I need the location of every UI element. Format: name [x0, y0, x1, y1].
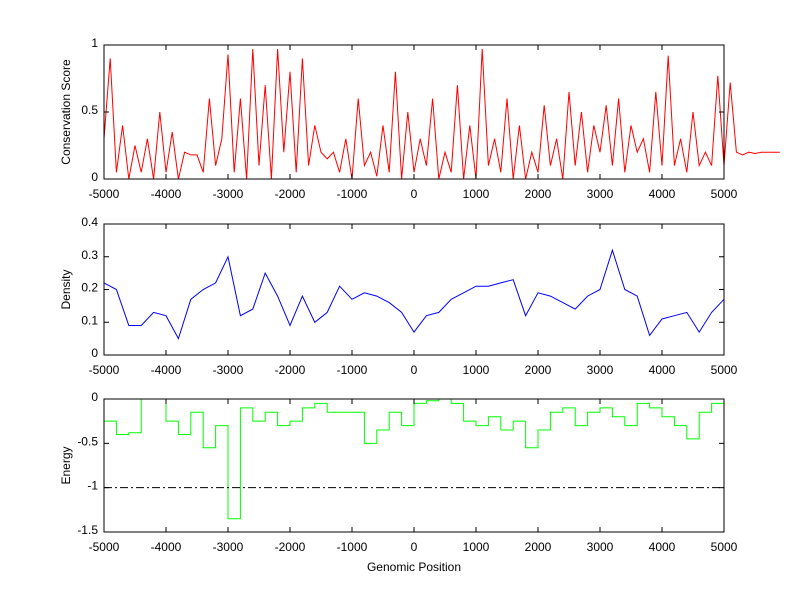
x-tick-label: -5000 [89, 540, 120, 554]
x-tick-label: 5000 [711, 540, 738, 554]
x-tick-label: -3000 [213, 363, 244, 377]
x-tick-label: -5000 [89, 363, 120, 377]
y-axis-label: Density [59, 269, 73, 309]
subplot-1: -5000 -4000 -3000 -2000 -1000 0 1000 2000 3000 40… [59, 36, 780, 201]
x-tick-label: 1000 [463, 187, 490, 201]
x-tick-label: -1000 [337, 540, 368, 554]
x-axis-label: Genomic Position [367, 560, 461, 574]
y-tick-label: 0.1 [81, 313, 98, 327]
x-tick-label: 4000 [649, 363, 676, 377]
y-tick-label: 0.2 [81, 281, 98, 295]
x-tick-label: -2000 [275, 187, 306, 201]
y-tick-label: 0 [91, 346, 98, 360]
x-tick-label: 3000 [587, 363, 614, 377]
x-tick-label: 2000 [525, 187, 552, 201]
x-tick-label: 4000 [649, 540, 676, 554]
x-tick-label: 5000 [711, 363, 738, 377]
x-tick-label: -4000 [151, 187, 182, 201]
subplot-2: -5000 -4000 -3000 -2000 -1000 0 1000 2000 3000 40… [59, 215, 738, 377]
x-tick-label: -1000 [337, 363, 368, 377]
x-tick-label: -4000 [151, 363, 182, 377]
x-tick-label: 2000 [525, 540, 552, 554]
x-tick-label: 3000 [587, 540, 614, 554]
x-tick-label: 0 [411, 540, 418, 554]
y-tick-label: -1 [87, 479, 98, 493]
x-tick-label: 0 [411, 363, 418, 377]
y-tick-label: 0.4 [81, 215, 98, 229]
y-tick-label: -1.5 [77, 523, 98, 537]
x-tick-label: 1000 [463, 363, 490, 377]
x-tick-label: -2000 [275, 540, 306, 554]
series-line [103, 48, 780, 180]
x-tick-label: 3000 [587, 187, 614, 201]
series-line [104, 398, 725, 520]
x-tick-label: -1000 [337, 187, 368, 201]
y-tick-label: 0 [91, 390, 98, 404]
x-tick-label: -3000 [213, 187, 244, 201]
y-tick-label: 0.3 [81, 248, 98, 262]
y-axis-label: Conservation Score [59, 59, 73, 165]
x-tick-label: -3000 [213, 540, 244, 554]
x-tick-label: -5000 [89, 187, 120, 201]
y-tick-label: 0 [91, 170, 98, 184]
axes-box [103, 223, 725, 356]
x-tick-label: 1000 [463, 540, 490, 554]
x-tick-label: 2000 [525, 363, 552, 377]
y-tick-label: -0.5 [77, 434, 98, 448]
x-tick-label: 0 [411, 187, 418, 201]
x-tick-label: 4000 [649, 187, 676, 201]
axes-box [103, 44, 725, 180]
y-tick-label: 0.5 [81, 103, 98, 117]
x-tick-label: 5000 [711, 187, 738, 201]
y-axis-label: Energy [59, 446, 73, 484]
y-tick-label: 1 [91, 36, 98, 50]
x-tick-label: -2000 [275, 363, 306, 377]
x-tick-label: -4000 [151, 540, 182, 554]
series-line [103, 248, 725, 340]
subplot-3: -5000 -4000 -3000 -2000 -1000 0 1000 2000 3000 40… [59, 390, 738, 574]
